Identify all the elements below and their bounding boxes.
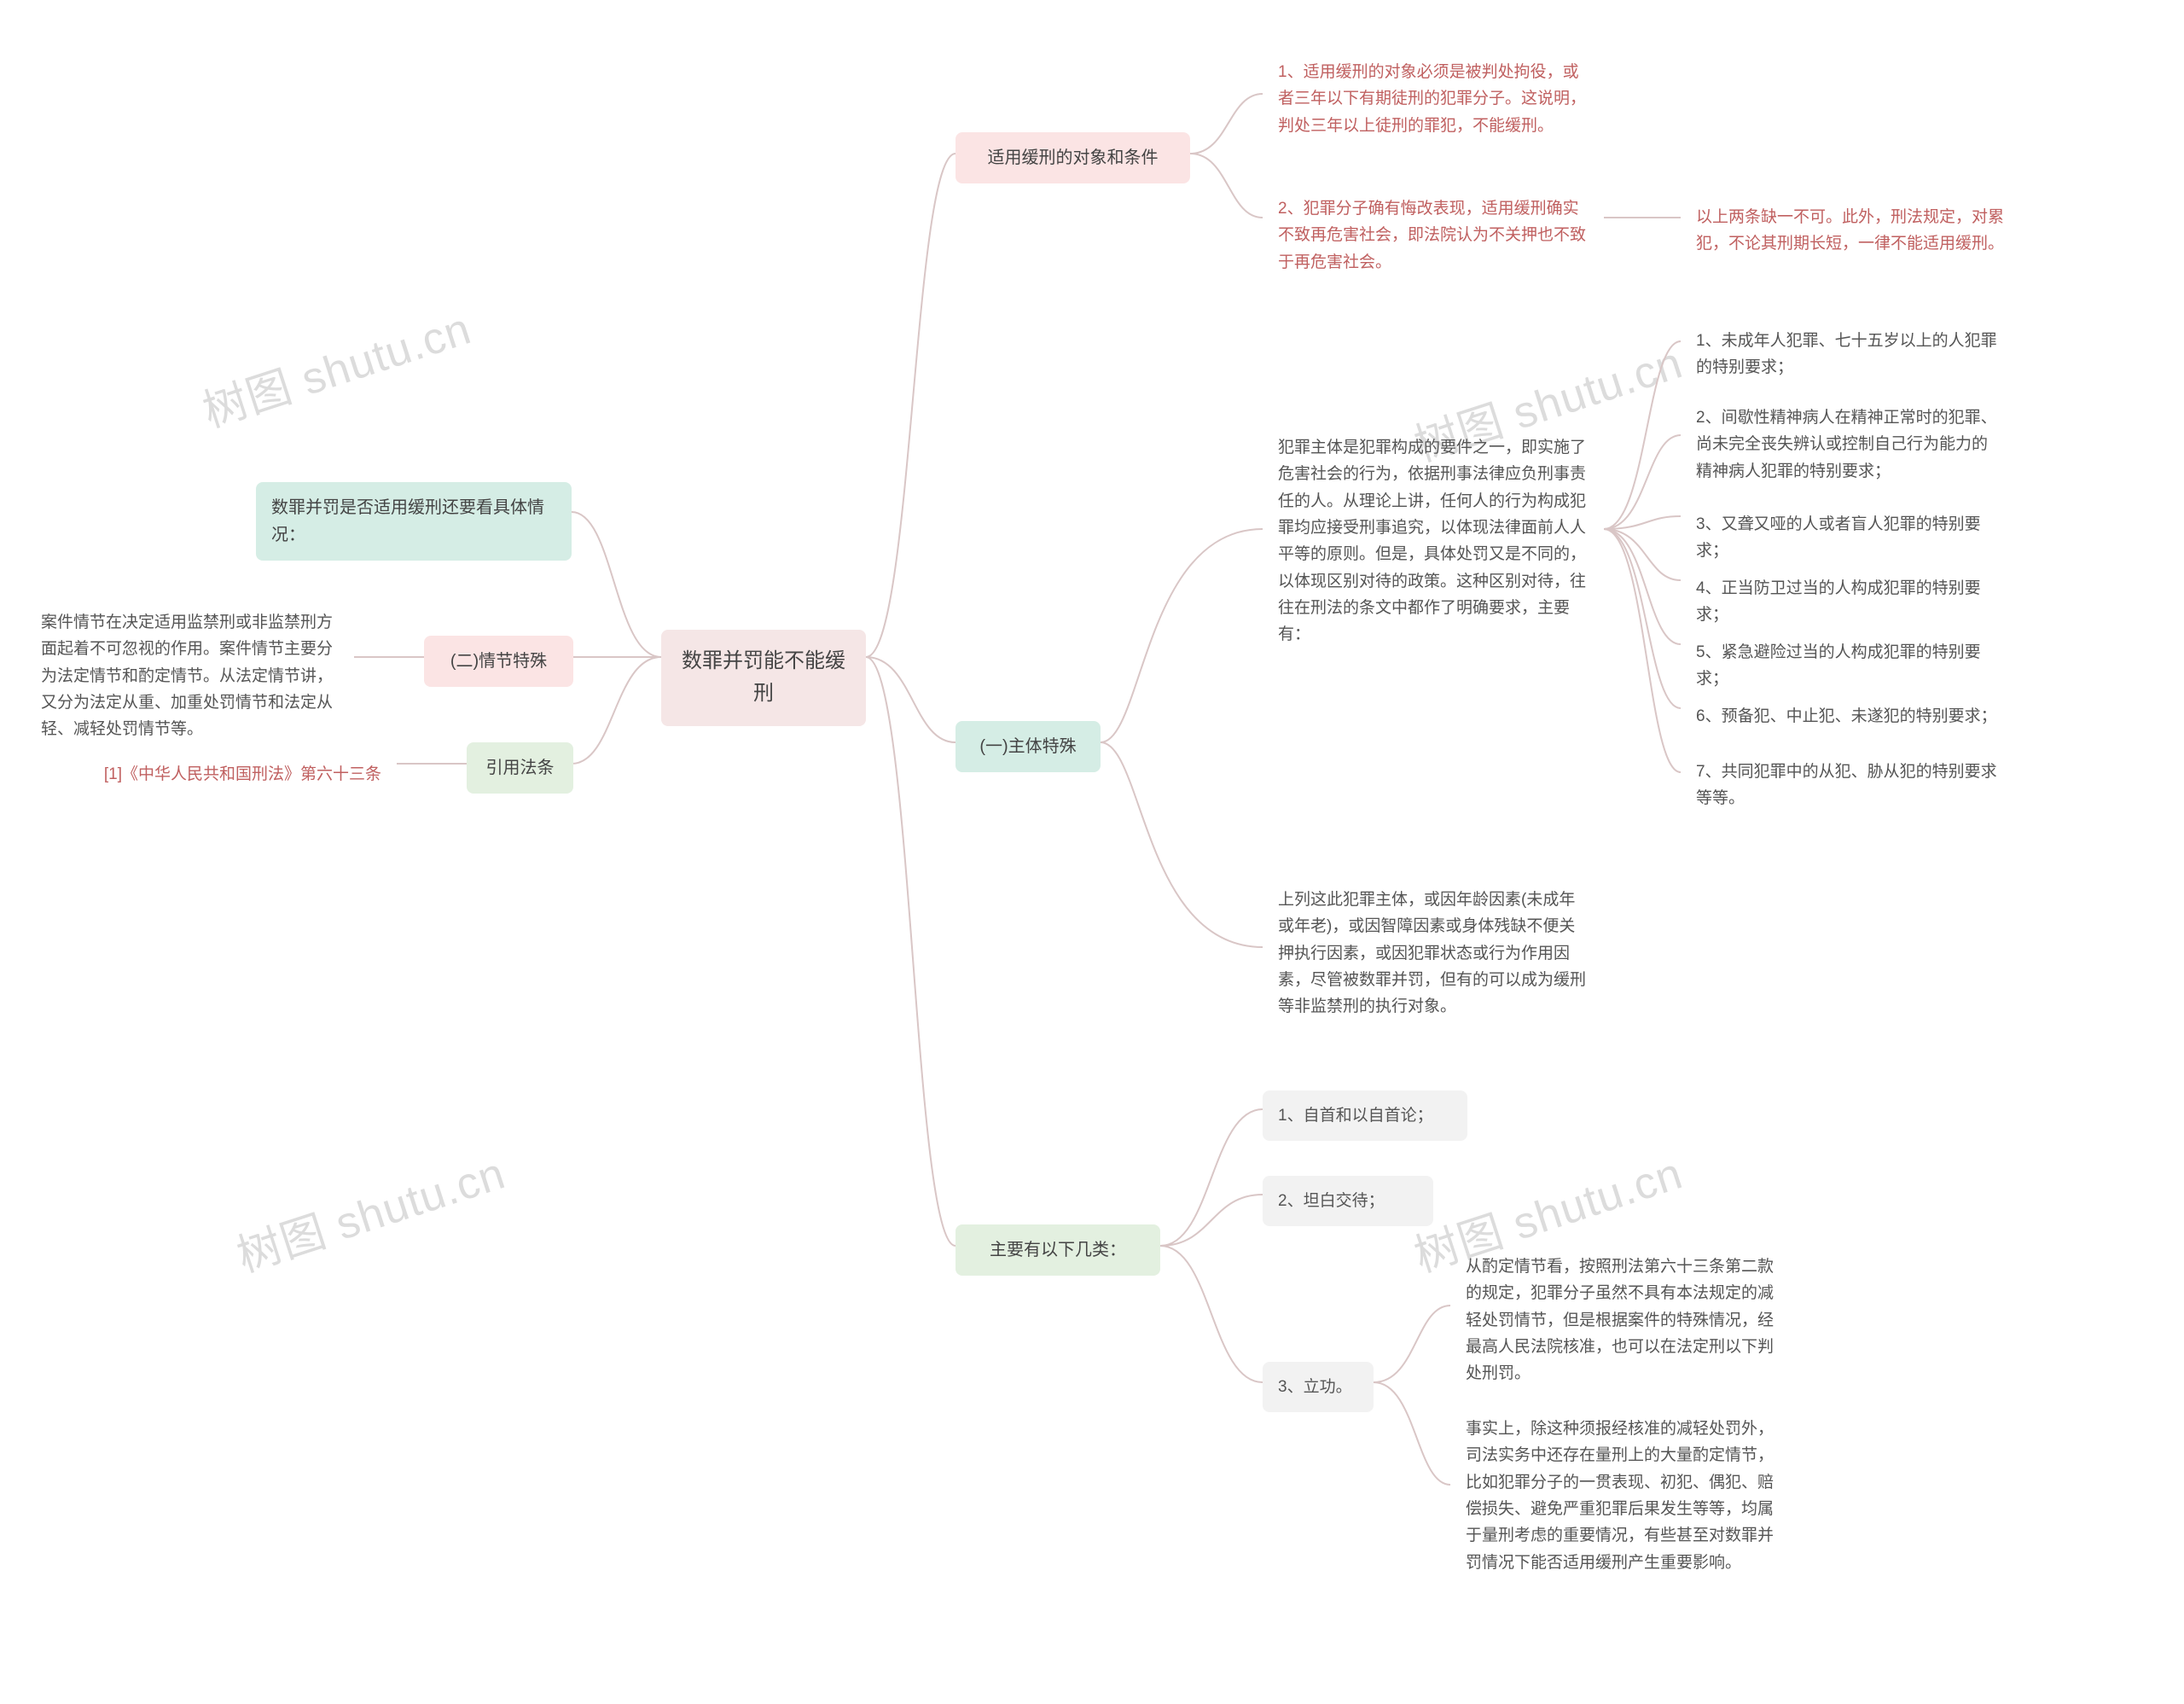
watermark: 树图 shutu.cn xyxy=(194,293,478,439)
branch-subject-special: (一)主体特殊 xyxy=(956,721,1101,772)
category-1: 1、自首和以自首论； xyxy=(1263,1090,1467,1141)
category-3: 3、立功。 xyxy=(1263,1362,1374,1412)
probation-cond-1: 1、适用缓刑的对象必须是被判处拘役，或者三年以下有期徒刑的犯罪分子。这说明，判处… xyxy=(1263,47,1604,151)
subject-special-summary: 犯罪主体是犯罪构成的要件之一，即实施了危害社会的行为，依据刑事法律应负刑事责任的… xyxy=(1263,422,1604,660)
subject-item-6: 6、预备犯、中止犯、未遂犯的特别要求； xyxy=(1681,691,2013,742)
category-2: 2、坦白交待； xyxy=(1263,1176,1433,1226)
left-node-circumstance-detail: 案件情节在决定适用监禁刑或非监禁刑方面起着不可忽视的作用。案件情节主要分为法定情… xyxy=(26,597,354,755)
subject-item-1: 1、未成年人犯罪、七十五岁以上的人犯罪的特别要求； xyxy=(1681,316,2013,393)
left-node-situation: 数罪并罚是否适用缓刑还要看具体情况： xyxy=(256,482,572,561)
probation-cond-2-note: 以上两条缺一不可。此外，刑法规定，对累犯，不论其刑期长短，一律不能适用缓刑。 xyxy=(1681,192,2022,270)
left-node-citation: 引用法条 xyxy=(467,742,573,794)
category-3-note-2: 事实上，除这种须报经核准的减轻处罚外，司法实务中还存在量刑上的大量酌定情节，比如… xyxy=(1450,1404,1792,1588)
subject-special-tail: 上列这此犯罪主体，或因年龄因素(未成年或年老)，或因智障因素或身体残缺不便关押执… xyxy=(1263,875,1604,1032)
subject-item-2: 2、间歇性精神病人在精神正常时的犯罪、尚未完全丧失辨认或控制自己行为能力的精神病… xyxy=(1681,393,2013,497)
root-node: 数罪并罚能不能缓刑 xyxy=(661,630,866,726)
probation-cond-2: 2、犯罪分子确有悔改表现，适用缓刑确实不致再危害社会，即法院认为不关押也不致于再… xyxy=(1263,183,1604,288)
watermark: 树图 shutu.cn xyxy=(228,1137,512,1284)
branch-probation-conditions: 适用缓刑的对象和条件 xyxy=(956,132,1190,183)
left-node-citation-detail: [1]《中华人民共和国刑法》第六十三条 xyxy=(73,749,397,800)
branch-categories: 主要有以下几类： xyxy=(956,1224,1160,1276)
category-3-note-1: 从酌定情节看，按照刑法第六十三条第二款的规定，犯罪分子虽然不具有本法规定的减轻处… xyxy=(1450,1242,1792,1399)
left-node-circumstance: (二)情节特殊 xyxy=(424,636,573,687)
subject-item-7: 7、共同犯罪中的从犯、胁从犯的特别要求等等。 xyxy=(1681,747,2013,824)
